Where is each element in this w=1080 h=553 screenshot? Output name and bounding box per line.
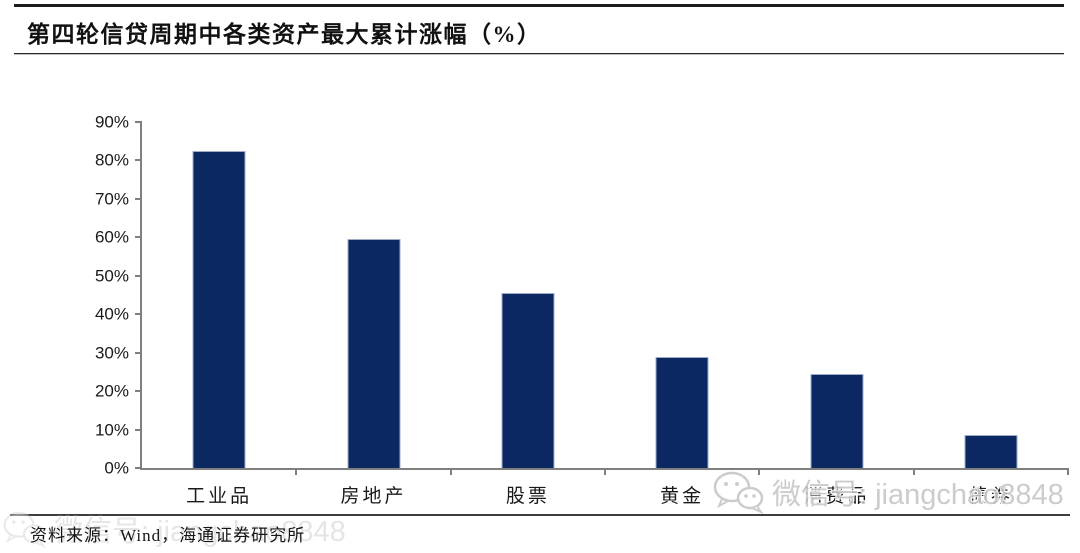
y-axis-tick <box>135 274 142 277</box>
wechat-icon <box>713 471 764 514</box>
y-axis-tick <box>135 121 142 123</box>
y-axis-label: 90% <box>94 112 129 132</box>
chart-bar <box>347 239 400 468</box>
x-axis-label: 工业品 <box>186 486 253 507</box>
chart-title: 第四轮信贷周期中各类资产最大累计涨幅（%） <box>27 22 542 47</box>
top-divider <box>14 4 1064 7</box>
source-note: 资料来源：Wind，海通证券研究所 <box>30 526 306 545</box>
y-axis-tick <box>135 159 142 162</box>
y-axis-tick <box>135 390 142 393</box>
x-axis-label: 房地产 <box>340 486 407 507</box>
y-axis-label: 50% <box>94 266 129 286</box>
x-axis-tick <box>1067 468 1069 475</box>
title-divider <box>14 53 1064 54</box>
y-axis-tick <box>135 351 142 354</box>
footer-divider <box>10 514 1070 516</box>
y-axis-label: 80% <box>94 150 129 170</box>
chart-bar <box>810 373 863 468</box>
x-axis-tick <box>912 468 915 475</box>
chart-bar <box>964 435 1018 468</box>
x-axis-label: 黄金 <box>660 486 705 507</box>
x-axis-tick <box>758 468 761 475</box>
chart-bar <box>501 293 555 468</box>
y-axis-tick <box>135 197 142 200</box>
y-axis-label: 10% <box>94 420 129 440</box>
y-axis-label: 0% <box>104 458 129 478</box>
y-axis-tick <box>135 236 142 239</box>
chart-bar <box>655 356 709 468</box>
x-axis-label: 股票 <box>505 486 550 507</box>
x-axis-tick <box>449 468 452 475</box>
y-axis-label: 40% <box>94 304 129 324</box>
x-axis-tick <box>295 468 298 475</box>
y-axis-tick <box>135 313 142 316</box>
x-axis-label: 消费品 <box>803 486 870 507</box>
x-axis-label: 债券 <box>968 486 1013 507</box>
y-axis-label: 20% <box>94 381 129 401</box>
x-axis-tick <box>604 468 606 475</box>
y-axis-tick <box>135 467 142 469</box>
plot-area: 0% 10% 20% 30% 40% 50% 60% 70% 80% 90% 工业品 房地产 股票 黄金 消… <box>95 114 1069 507</box>
y-axis-label: 60% <box>94 227 129 247</box>
chart-bar <box>192 150 246 468</box>
y-axis-label: 70% <box>94 189 129 209</box>
y-axis-label: 30% <box>94 343 129 363</box>
y-axis-tick <box>135 428 142 431</box>
